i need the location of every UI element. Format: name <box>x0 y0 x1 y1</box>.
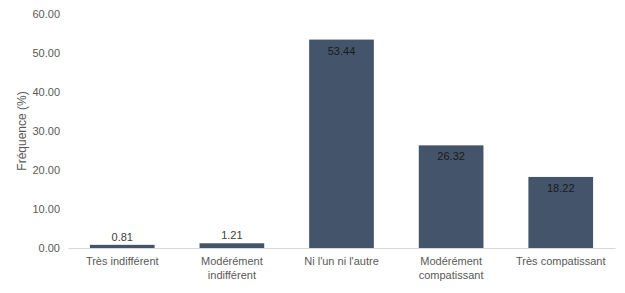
x-tick-label-line: Modérément <box>201 255 263 267</box>
data-labels: 0.81 1.21 53.44 26.32 18.22 <box>112 45 575 243</box>
y-tick: 50.00 <box>32 47 68 59</box>
bar <box>200 243 265 248</box>
x-axis-line <box>69 248 616 249</box>
x-tick: Ni l'un ni l'autre <box>304 248 379 267</box>
y-tick-label: 30.00 <box>32 125 60 137</box>
y-tick-label: 10.00 <box>32 203 60 215</box>
x-tick-label: Très compatissant <box>516 255 605 267</box>
data-label: 0.81 <box>112 231 133 243</box>
y-axis: 0.00 10.00 20.00 30.00 40.00 50.00 60.00 <box>32 8 68 254</box>
data-label: 1.21 <box>221 229 242 241</box>
x-tick-label-line: indifférent <box>208 269 256 281</box>
x-axis: Très indifférent Modérément indifférent Ni … <box>69 248 616 281</box>
x-tick-label: Modérément indifférent <box>201 255 263 281</box>
chart-svg: 0.00 10.00 20.00 30.00 40.00 50.00 60.00 Très i… <box>0 0 625 293</box>
x-tick-label: Très indifférent <box>86 255 159 267</box>
y-tick: 30.00 <box>32 125 68 137</box>
y-tick: 10.00 <box>32 203 68 215</box>
data-label: 18.22 <box>547 182 575 194</box>
chart-container: 0.00 10.00 20.00 30.00 40.00 50.00 60.00 Très i… <box>0 0 625 293</box>
y-axis-line <box>68 15 69 249</box>
x-tick-label: Modérément compatissant <box>419 255 484 281</box>
x-tick-label-line: Modérément <box>420 255 482 267</box>
x-tick: Très indifférent <box>86 248 159 267</box>
bars <box>90 40 593 248</box>
x-tick: Modérément compatissant <box>419 248 484 281</box>
y-axis-title: Fréquence (%) <box>15 91 29 170</box>
y-tick: 40.00 <box>32 86 68 98</box>
data-label: 26.32 <box>437 150 465 162</box>
data-label: 53.44 <box>328 45 356 57</box>
y-tick-label: 20.00 <box>32 164 60 176</box>
bar <box>419 145 484 248</box>
y-tick-label: 60.00 <box>32 8 60 20</box>
y-tick: 60.00 <box>32 8 68 20</box>
plot: 0.00 10.00 20.00 30.00 40.00 50.00 60.00 Très i… <box>32 8 615 281</box>
y-tick: 20.00 <box>32 164 68 176</box>
x-tick-label-line: compatissant <box>419 269 484 281</box>
y-tick-label: 40.00 <box>32 86 60 98</box>
bar <box>90 245 155 248</box>
y-tick-label: 0.00 <box>39 242 60 254</box>
y-tick-label: 50.00 <box>32 47 60 59</box>
x-tick: Très compatissant <box>516 248 605 267</box>
y-tick: 0.00 <box>39 242 68 254</box>
x-tick-label: Ni l'un ni l'autre <box>304 255 379 267</box>
bar <box>309 40 374 248</box>
x-tick: Modérément indifférent <box>201 248 263 281</box>
bar <box>528 177 593 248</box>
